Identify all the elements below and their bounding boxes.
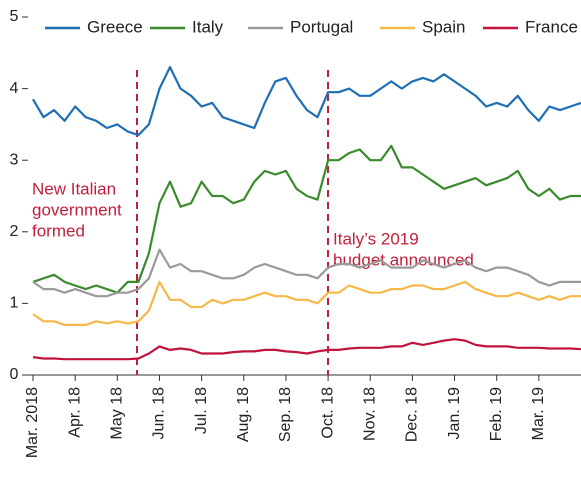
annotation-text: New Italian [32,179,116,198]
x-tick-label: Dec. 18 [404,387,421,442]
legend-label: Greece [87,17,143,36]
x-tick-label: Oct. 18 [319,387,336,439]
annotation-text: government [32,200,122,219]
annotation-text: formed [32,221,85,240]
y-tick-label: 1 [10,295,19,312]
series-line [32,280,581,326]
legend-label: Portugal [290,17,353,36]
series-line [32,144,581,294]
x-tick-label: Sep. 18 [277,387,294,442]
legend-label: Spain [422,17,465,36]
legend-label: France [525,17,578,36]
series-line [32,248,581,298]
x-tick-label: Jul. 18 [193,387,210,434]
x-tick-label: Aug. 18 [235,387,252,442]
legend-label: Italy [192,17,224,36]
x-tick-label: Nov. 18 [361,387,378,441]
y-tick-label: 3 [10,151,19,168]
x-tick-label: May 18 [109,387,126,440]
series-line [32,66,581,137]
series-line [32,338,581,361]
x-tick-label: Mar. 2018 [24,387,41,458]
annotation-text: Italy’s 2019 [333,229,419,248]
x-tick-label: Jun. 18 [151,387,168,440]
y-tick-label: 4 [10,80,19,97]
x-tick-label: Jan. 19 [446,387,463,440]
y-tick-label: 2 [10,223,19,240]
x-tick-label: Feb. 19 [488,387,505,441]
y-tick-label: 0 [10,366,19,383]
x-tick-label: Apr. 18 [66,387,83,438]
y-tick-label: 5 [10,8,19,25]
x-tick-label: Mar. 19 [530,387,547,440]
